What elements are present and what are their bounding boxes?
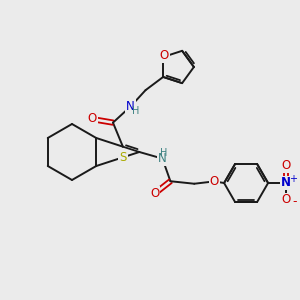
Text: O: O	[150, 187, 159, 200]
Text: N: N	[126, 100, 135, 113]
Text: S: S	[119, 151, 127, 164]
Text: -: -	[293, 196, 297, 208]
Text: +: +	[289, 174, 297, 184]
Text: O: O	[209, 175, 219, 188]
Text: O: O	[160, 50, 169, 62]
Text: H: H	[132, 106, 140, 116]
Text: H: H	[160, 148, 167, 158]
Text: N: N	[281, 176, 291, 190]
Text: O: O	[281, 160, 291, 172]
Text: N: N	[158, 152, 167, 165]
Text: O: O	[281, 194, 291, 206]
Text: O: O	[88, 112, 97, 125]
